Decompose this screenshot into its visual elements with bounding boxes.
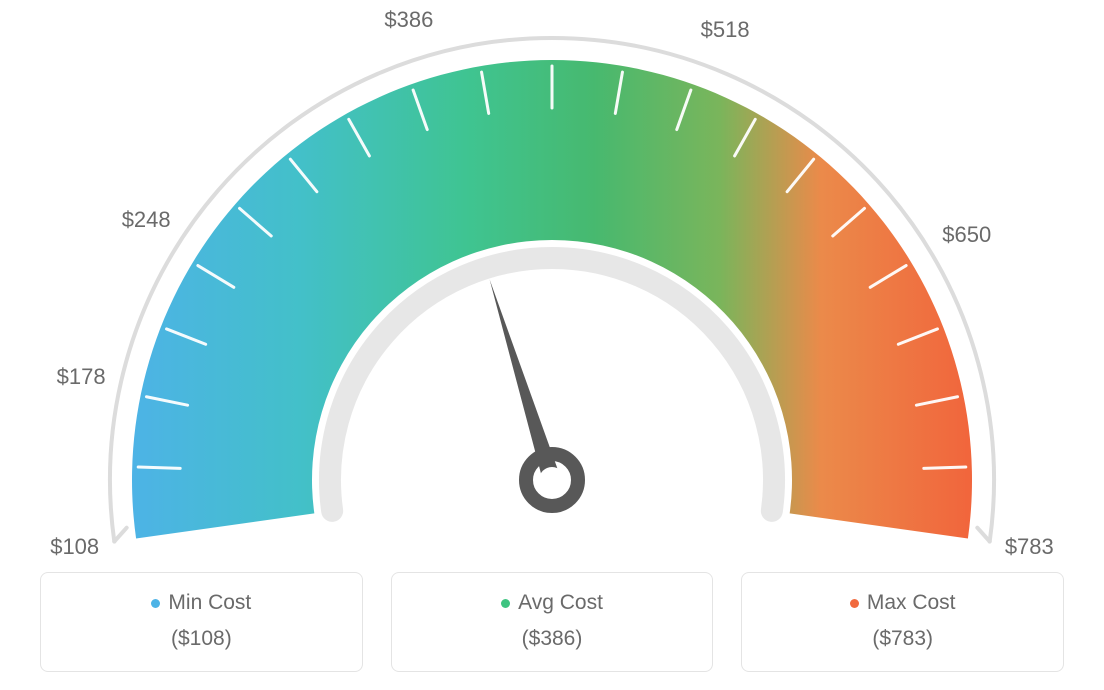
gauge-svg: [0, 0, 1104, 560]
gauge-chart: $108 $178 $248 $386 $518 $650 $783: [0, 0, 1104, 560]
legend-title-min: Min Cost: [151, 591, 251, 615]
legend-card-max: Max Cost ($783): [741, 572, 1064, 672]
gauge-tick-label: $248: [122, 207, 171, 233]
legend-value-max: ($783): [742, 627, 1063, 651]
gauge-tick-label: $178: [57, 364, 106, 390]
legend-label-min: Min Cost: [168, 591, 251, 615]
legend-dot-avg: [501, 599, 510, 608]
legend-dot-max: [850, 599, 859, 608]
legend-value-avg: ($386): [392, 627, 713, 651]
legend-card-avg: Avg Cost ($386): [391, 572, 714, 672]
legend-title-max: Max Cost: [850, 591, 956, 615]
legend-title-avg: Avg Cost: [501, 591, 603, 615]
legend-row: Min Cost ($108) Avg Cost ($386) Max Cost…: [0, 572, 1104, 672]
gauge-tick-label: $108: [50, 534, 99, 560]
gauge-tick-label: $518: [701, 17, 750, 43]
gauge-tick-label: $783: [1005, 534, 1054, 560]
legend-value-min: ($108): [41, 627, 362, 651]
legend-dot-min: [151, 599, 160, 608]
legend-label-max: Max Cost: [867, 591, 956, 615]
gauge-tick-label: $386: [384, 7, 433, 33]
legend-card-min: Min Cost ($108): [40, 572, 363, 672]
gauge-tick-label: $650: [942, 222, 991, 248]
legend-label-avg: Avg Cost: [518, 591, 603, 615]
